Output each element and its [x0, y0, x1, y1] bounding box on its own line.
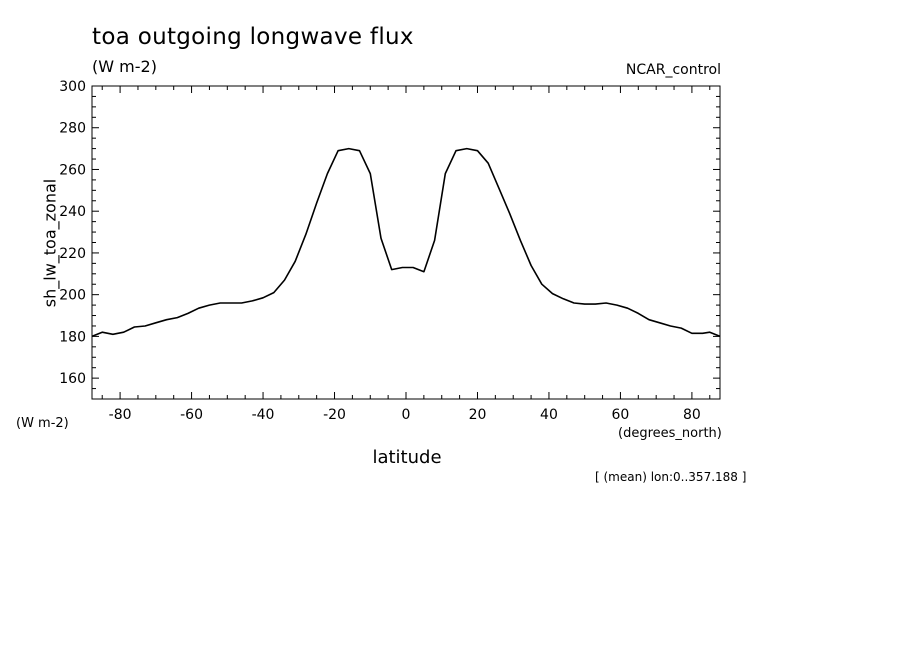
dataset-label: NCAR_control [625, 62, 721, 78]
x-tick-label: 0 [402, 407, 411, 423]
plot-frame [91, 85, 721, 400]
footnote: [ (mean) lon:0..357.188 ] [595, 470, 747, 484]
y-tick-label: 220 [59, 246, 86, 262]
x-tick-label: 80 [683, 407, 701, 423]
y-tick-label: 280 [59, 121, 86, 137]
chart-title: toa outgoing longwave flux [92, 24, 414, 50]
y-tick-label: 260 [59, 162, 86, 178]
x-axis-label: latitude [372, 447, 442, 468]
chart-units: (W m-2) [92, 57, 157, 76]
x-tick-label: 40 [540, 407, 558, 423]
x-tick-label: -80 [109, 407, 132, 423]
x-tick-label: -20 [323, 407, 346, 423]
x-tick-label: -40 [252, 407, 275, 423]
series-line [91, 147, 721, 338]
y-axis-units: (W m-2) [16, 416, 69, 431]
y-tick-label: 200 [59, 288, 86, 304]
x-tick-label: 60 [612, 407, 630, 423]
x-tick-label: 20 [469, 407, 487, 423]
y-tick-label: 160 [59, 371, 86, 387]
y-tick-label: 240 [59, 204, 86, 220]
x-tick-label: -60 [180, 407, 203, 423]
y-tick-label: 300 [59, 79, 86, 95]
x-axis-units: (degrees_north) [618, 426, 722, 441]
y-tick-label: 180 [59, 329, 86, 345]
